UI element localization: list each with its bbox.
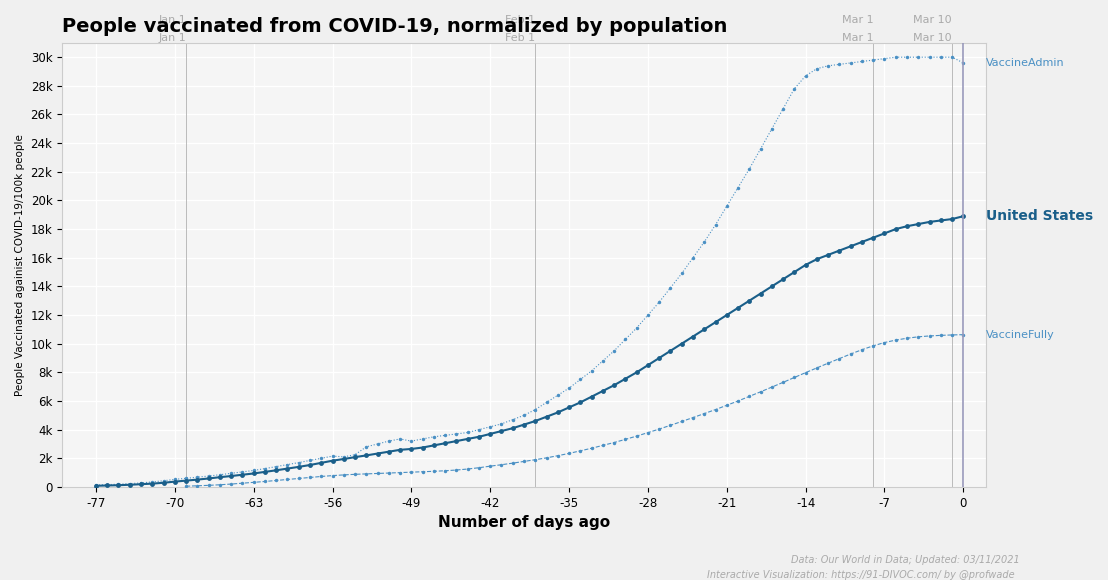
Text: Mar 10: Mar 10	[913, 33, 952, 43]
Text: VaccineFully: VaccineFully	[986, 329, 1055, 340]
Y-axis label: People Vaccinated againist COVID-19/100k people: People Vaccinated againist COVID-19/100k…	[16, 134, 25, 396]
Text: Feb 1: Feb 1	[505, 15, 535, 25]
Text: Data: Our World in Data; Updated: 03/11/2021: Data: Our World in Data; Updated: 03/11/…	[791, 554, 1019, 564]
Text: Interactive Visualization: https://91-DIVOC.com/ by @profwade_: Interactive Visualization: https://91-DI…	[707, 569, 1019, 580]
Text: VaccineAdmin: VaccineAdmin	[986, 58, 1065, 68]
Text: Mar 10: Mar 10	[913, 15, 952, 25]
Text: Mar 1: Mar 1	[842, 15, 873, 25]
Text: Jan 1: Jan 1	[158, 15, 186, 25]
X-axis label: Number of days ago: Number of days ago	[438, 515, 611, 530]
Text: Feb 1: Feb 1	[505, 33, 535, 43]
Text: People vaccinated from COVID-19, normalized by population: People vaccinated from COVID-19, normali…	[62, 17, 728, 36]
Text: United States: United States	[986, 209, 1092, 223]
Text: Mar 1: Mar 1	[842, 33, 873, 43]
Text: Jan 1: Jan 1	[158, 33, 186, 43]
